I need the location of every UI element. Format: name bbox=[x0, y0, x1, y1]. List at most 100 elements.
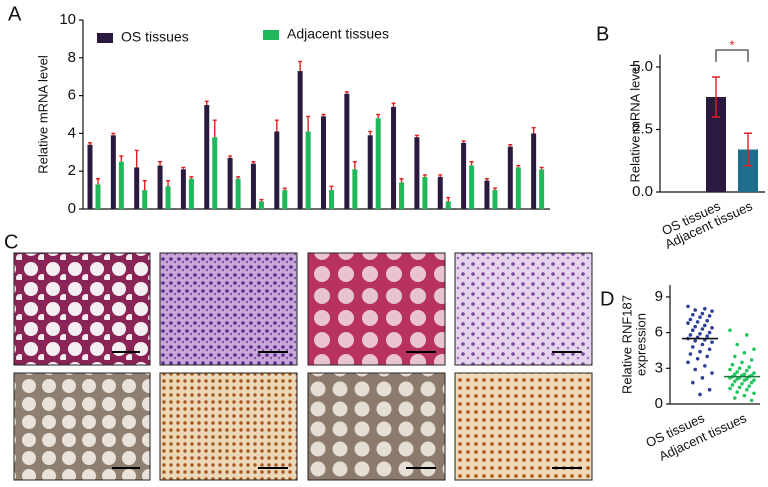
micrograph bbox=[13, 372, 151, 481]
dot bbox=[728, 328, 732, 333]
dot bbox=[698, 349, 702, 354]
dot bbox=[742, 351, 747, 355]
bar bbox=[118, 161, 124, 209]
y-tick-label: 5.0 bbox=[632, 58, 653, 75]
bar bbox=[188, 178, 194, 209]
bar bbox=[344, 93, 350, 209]
bar bbox=[142, 190, 148, 209]
error-bar bbox=[744, 132, 752, 167]
bar bbox=[738, 149, 758, 192]
y-tick-label: 2.5 bbox=[632, 120, 653, 137]
bar bbox=[399, 182, 405, 209]
bar bbox=[539, 169, 545, 209]
micrograph bbox=[307, 372, 446, 481]
dot bbox=[733, 354, 737, 359]
bar bbox=[484, 180, 490, 209]
dot bbox=[691, 345, 695, 349]
error-bar bbox=[368, 130, 373, 136]
error-bar bbox=[516, 164, 521, 168]
bar bbox=[157, 165, 163, 209]
error-bar bbox=[399, 178, 404, 183]
y-tick-label: 0 bbox=[655, 395, 663, 412]
bar bbox=[492, 190, 498, 209]
dot bbox=[688, 352, 693, 356]
dot bbox=[688, 317, 693, 322]
bar bbox=[515, 167, 521, 209]
scale-bars bbox=[112, 351, 582, 469]
dot bbox=[703, 307, 707, 311]
dot bbox=[747, 365, 751, 369]
panel-label: A bbox=[8, 3, 22, 25]
error-bar bbox=[422, 174, 427, 177]
error-bar bbox=[142, 179, 147, 191]
bar bbox=[461, 142, 467, 209]
error-bar bbox=[344, 91, 349, 94]
dot bbox=[691, 380, 695, 385]
y-tick-label: 6 bbox=[68, 87, 76, 104]
bar bbox=[87, 144, 93, 209]
dot bbox=[710, 371, 714, 375]
bar bbox=[134, 167, 140, 209]
micrograph bbox=[454, 372, 593, 481]
micrograph bbox=[454, 252, 593, 366]
bar bbox=[305, 131, 311, 209]
dot bbox=[700, 311, 705, 316]
error-bar bbox=[352, 161, 357, 170]
y-tick-label: 9 bbox=[655, 288, 663, 305]
error-bar bbox=[274, 119, 279, 132]
dot bbox=[686, 360, 690, 365]
y-axis-label: expression bbox=[633, 313, 648, 376]
dot bbox=[710, 309, 714, 313]
y-tick-label: 2 bbox=[68, 162, 76, 179]
error-bar bbox=[446, 196, 451, 202]
error-bar bbox=[492, 187, 497, 191]
bar bbox=[250, 163, 256, 209]
bar bbox=[95, 184, 101, 209]
y-axis-label: Relative mRNA level bbox=[627, 64, 642, 183]
y-tick-label: 0.0 bbox=[632, 183, 653, 200]
error-bar bbox=[111, 132, 116, 136]
dot bbox=[691, 328, 695, 333]
bar bbox=[531, 133, 537, 209]
bar bbox=[258, 201, 264, 209]
dot bbox=[752, 371, 756, 375]
error-bar bbox=[531, 127, 536, 134]
micrograph bbox=[13, 252, 151, 366]
error-bar bbox=[298, 60, 303, 72]
dot bbox=[693, 324, 697, 329]
y-axis-label: Relative mRNA level bbox=[35, 55, 50, 174]
error-bar bbox=[539, 166, 544, 170]
error-bar bbox=[212, 119, 217, 138]
dot bbox=[735, 377, 739, 381]
bar bbox=[367, 135, 373, 209]
dot bbox=[698, 315, 702, 319]
error-bar bbox=[236, 176, 241, 179]
bar bbox=[227, 157, 233, 209]
bar bbox=[329, 190, 334, 209]
bar bbox=[110, 135, 116, 209]
error-bar bbox=[484, 178, 489, 181]
dot bbox=[695, 356, 700, 361]
dot bbox=[686, 321, 690, 325]
micrograph bbox=[307, 252, 446, 366]
bar bbox=[297, 71, 303, 209]
y-axis-label: Relative RNF187 bbox=[619, 295, 634, 394]
dot bbox=[705, 354, 709, 359]
dot bbox=[745, 333, 749, 337]
dot bbox=[698, 331, 702, 336]
bar bbox=[235, 178, 241, 209]
dot bbox=[749, 380, 754, 385]
error-bar bbox=[259, 198, 264, 202]
error-bar bbox=[469, 161, 474, 166]
bar bbox=[422, 176, 428, 209]
dot bbox=[752, 378, 756, 383]
bar bbox=[212, 137, 218, 209]
error-bar bbox=[96, 178, 100, 185]
error-bar bbox=[712, 76, 720, 118]
error-bar bbox=[251, 161, 256, 164]
image-panel: C bbox=[4, 231, 593, 481]
dot bbox=[742, 378, 747, 383]
y-tick-label: 3 bbox=[655, 359, 663, 376]
dot bbox=[691, 312, 695, 317]
